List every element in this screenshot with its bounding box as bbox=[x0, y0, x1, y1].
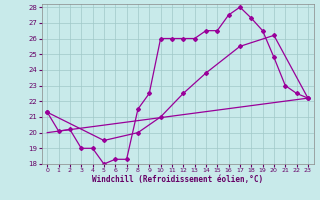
X-axis label: Windchill (Refroidissement éolien,°C): Windchill (Refroidissement éolien,°C) bbox=[92, 175, 263, 184]
